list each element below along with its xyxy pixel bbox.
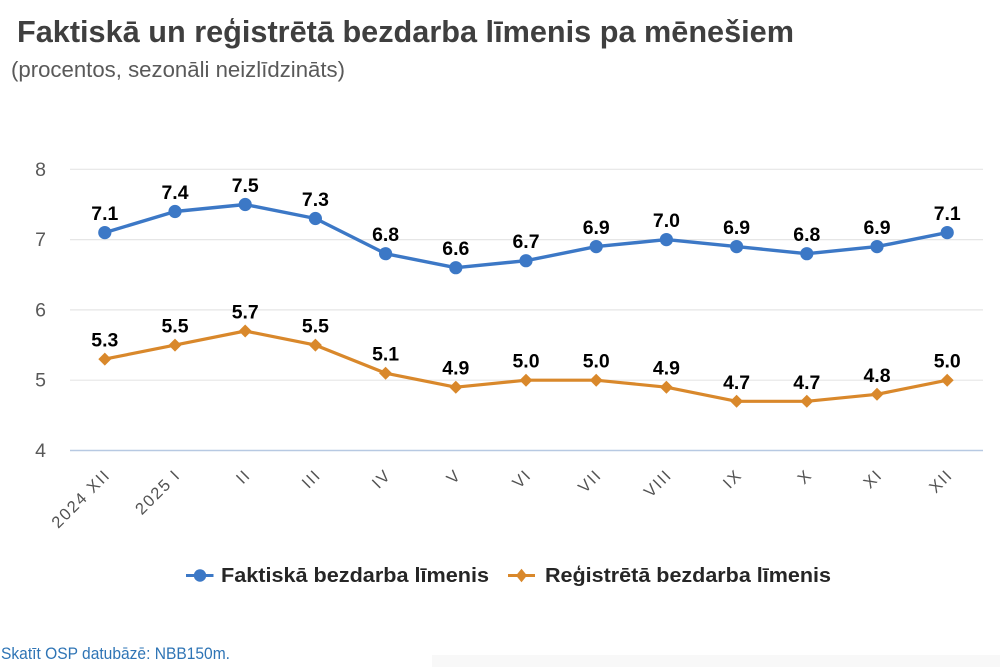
svg-text:5.0: 5.0 (513, 351, 540, 373)
svg-text:Faktiskā un reģistrētā bezdarb: Faktiskā un reģistrētā bezdarba līmenis … (17, 14, 794, 49)
svg-text:5.1: 5.1 (372, 344, 399, 366)
svg-text:5.5: 5.5 (162, 316, 189, 338)
svg-text:7.0: 7.0 (653, 210, 680, 232)
svg-text:5: 5 (35, 370, 46, 392)
svg-text:5.0: 5.0 (583, 351, 610, 373)
svg-text:6.9: 6.9 (864, 217, 891, 239)
svg-text:6.8: 6.8 (793, 224, 820, 246)
svg-text:6.7: 6.7 (513, 231, 540, 253)
svg-text:5.0: 5.0 (934, 351, 961, 373)
svg-text:7.3: 7.3 (302, 189, 329, 211)
svg-text:8: 8 (35, 159, 46, 181)
svg-text:5.5: 5.5 (302, 316, 329, 338)
svg-text:4.9: 4.9 (653, 358, 680, 380)
svg-text:6.9: 6.9 (583, 217, 610, 239)
svg-text:7.1: 7.1 (91, 203, 118, 225)
svg-text:7.1: 7.1 (934, 203, 961, 225)
svg-text:(procentos, sezonāli neizlīdzi: (procentos, sezonāli neizlīdzināts) (11, 57, 345, 82)
svg-text:5.3: 5.3 (91, 330, 118, 352)
svg-text:7.5: 7.5 (232, 175, 259, 197)
svg-text:6.9: 6.9 (723, 217, 750, 239)
svg-text:7.4: 7.4 (162, 182, 189, 204)
svg-text:6.6: 6.6 (442, 238, 469, 260)
svg-text:4.7: 4.7 (793, 372, 820, 394)
svg-text:5.7: 5.7 (232, 302, 259, 324)
svg-text:Faktiskā bezdarba līmenis: Faktiskā bezdarba līmenis (221, 564, 489, 587)
svg-text:4: 4 (35, 440, 46, 462)
svg-text:Reģistrētā bezdarba līmenis: Reģistrētā bezdarba līmenis (545, 564, 831, 587)
svg-text:4.7: 4.7 (723, 372, 750, 394)
svg-text:6: 6 (35, 299, 46, 321)
svg-text:6.8: 6.8 (372, 224, 399, 246)
svg-text:7: 7 (35, 229, 46, 251)
svg-text:4.9: 4.9 (442, 358, 469, 380)
svg-text:4.8: 4.8 (864, 365, 891, 387)
svg-text:Skatīt OSP datubāzē: NBB150m.: Skatīt OSP datubāzē: NBB150m. (1, 645, 230, 663)
